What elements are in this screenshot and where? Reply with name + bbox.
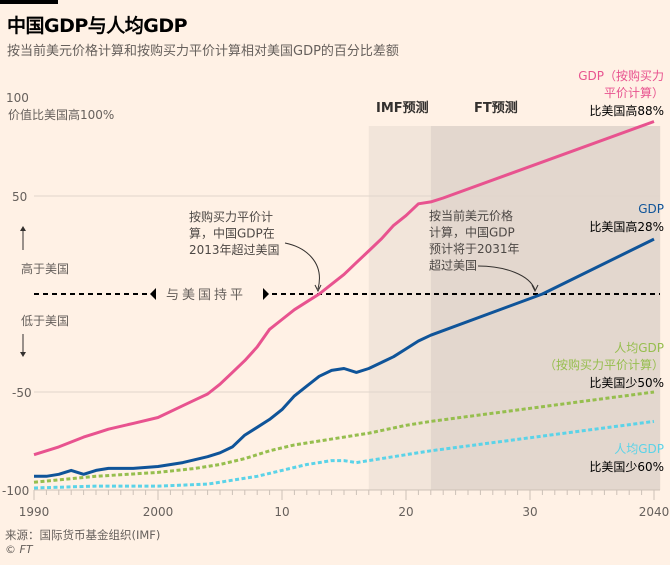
x-tick-label: 2040 [639, 505, 670, 519]
parity-left-arrow-icon [150, 288, 156, 300]
x-tick-label: 20 [398, 505, 413, 519]
series-line-gdp-ppp [33, 120, 655, 457]
label-gdp-ppp-name: 平价计算） [604, 85, 664, 100]
parity-label: 与美国持平 [166, 288, 246, 303]
forecast-band-label-0: IMF预测 [376, 100, 429, 116]
y-tick-label: 100 [6, 91, 29, 105]
copyright: © FT [5, 543, 33, 556]
annotation-nominal-text: 预计将于2031年 [429, 242, 520, 256]
y-tick-label: -100 [2, 484, 29, 498]
series-line-gdp [34, 237, 655, 478]
forecast-band-1 [430, 126, 661, 490]
source-note: 来源：国际货币基金组织(IMF) [5, 528, 161, 542]
x-tick-label: 10 [274, 505, 289, 519]
label-per-capita-ppp-value: 比美国少50% [589, 376, 664, 390]
series-line-per-capita [33, 419, 655, 490]
chart-subtitle: 按当前美元价格计算和按购买力平价计算相对美国GDP的百分比差额 [7, 44, 399, 59]
x-tick-label: 30 [522, 505, 537, 519]
parity-right-arrow-icon [263, 288, 269, 300]
annotation-nominal-text: 超过美国 [429, 258, 477, 273]
y-axis-caption: 价值比美国高100% [8, 107, 114, 122]
label-per-capita-ppp-name: 人均GDP [614, 341, 664, 355]
forecast-band-label-1: FT预测 [474, 100, 518, 116]
label-per-capita-value: 比美国少60% [589, 460, 664, 474]
annotation-ppp-text: 2013年超过美国 [189, 242, 280, 257]
up-arrowhead-icon [20, 226, 26, 231]
series-line-per-capita-ppp [33, 390, 655, 484]
label-per-capita-name: 人均GDP [614, 442, 664, 456]
above-us-label: 高于美国 [21, 261, 69, 276]
below-us-label: 低于美国 [21, 314, 69, 328]
label-gdp-value: 比美国高28% [589, 219, 664, 234]
label-gdp-ppp-name: GDP（按购买力 [578, 68, 664, 83]
annotation-nominal-text: 计算，中国GDP [429, 225, 515, 240]
x-tick-label: 2000 [143, 505, 174, 519]
label-per-capita-ppp-name: （按购买力平价计算） [544, 357, 664, 372]
annotation-ppp-text: 算，中国GDP在 [189, 226, 275, 241]
annotation-nominal-arrowhead-icon [531, 284, 539, 293]
y-tick-label: -50 [12, 386, 32, 400]
chart-title: 中国GDP与人均GDP [7, 15, 188, 37]
x-tick-label: 1990 [19, 505, 50, 519]
annotation-ppp-arrowhead-icon [314, 284, 322, 293]
down-arrowhead-icon [20, 352, 26, 357]
annotation-nominal-text: 按当前美元价格 [429, 208, 513, 223]
label-gdp-name: GDP [638, 202, 664, 216]
forecast-band-0 [368, 126, 431, 490]
label-gdp-ppp-value: 比美国高88% [589, 103, 664, 118]
brand-bar [0, 0, 58, 4]
y-tick-label: 50 [12, 190, 27, 204]
annotation-ppp-text: 按购买力平价计 [189, 209, 273, 224]
annotation-ppp-arrow [284, 242, 320, 290]
